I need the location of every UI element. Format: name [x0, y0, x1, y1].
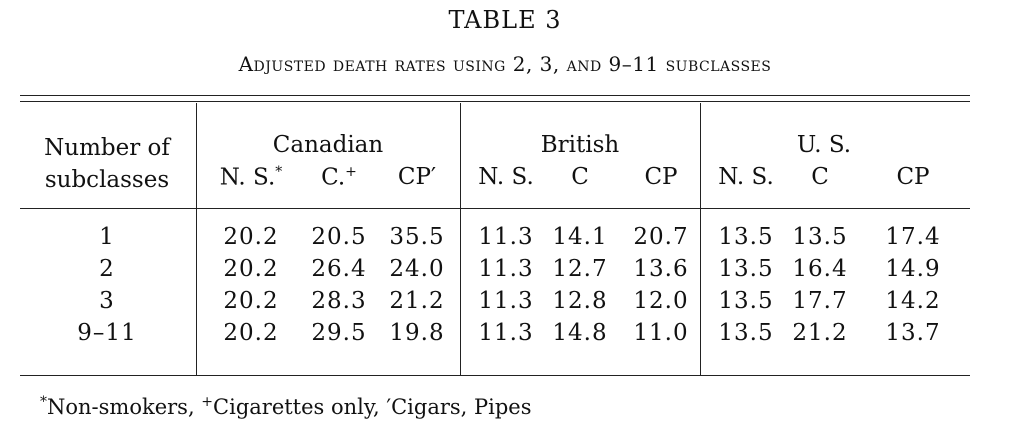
table-cell: 20.2: [223, 224, 279, 250]
group-header-us: U. S.: [796, 132, 852, 158]
table-cell: 14.8: [552, 320, 608, 346]
column-header: CP′: [382, 164, 452, 190]
table-cell: 17.4: [885, 224, 941, 250]
column-header: N. S.: [706, 164, 786, 190]
table-caption: Adjusted death rates using 2, 3, and 9–1…: [238, 52, 772, 76]
table-cell: 14.2: [885, 288, 941, 314]
table-cell: 17.7: [792, 288, 848, 314]
table-cell: 20.5: [311, 224, 367, 250]
table-cell: 11.3: [478, 288, 534, 314]
column-header: C.+: [304, 164, 374, 191]
footnote-mark: ′: [386, 395, 392, 419]
table-cell: 20.7: [633, 224, 689, 250]
column-header: N. S.: [466, 164, 546, 190]
table-cell: 13.5: [718, 288, 774, 314]
column-header: C: [550, 164, 610, 190]
column-header-label: C: [571, 164, 589, 190]
table-cell: 21.2: [389, 288, 445, 314]
column-header-label: C.: [321, 164, 346, 191]
column-divider-stub: [196, 103, 197, 375]
footnote-mark: *: [40, 394, 47, 410]
table-cell: 14.1: [552, 224, 608, 250]
footnote-mark: +: [201, 394, 214, 410]
table-cell: 19.8: [389, 320, 445, 346]
table-cell: 24.0: [389, 256, 445, 282]
table-cell: 35.5: [389, 224, 445, 250]
column-header-mark: *: [275, 164, 283, 180]
table-cell: 20.2: [223, 288, 279, 314]
table-cell: 13.5: [718, 224, 774, 250]
top-rule-outer: [20, 95, 970, 96]
table-cell: 12.8: [552, 288, 608, 314]
table-cell: 13.5: [792, 224, 848, 250]
column-header-label: N. S.: [718, 164, 774, 190]
column-header-mark: ′: [430, 164, 437, 190]
column-header-label: N. S.: [219, 164, 276, 191]
table-footnote: *Non-smokers, +Cigarettes only, ′Cigars,…: [40, 394, 532, 419]
table-cell: 14.9: [885, 256, 941, 282]
table-cell: 11.3: [478, 320, 534, 346]
column-header-mark: +: [345, 164, 357, 180]
footnote-text: Cigarettes only,: [213, 395, 387, 419]
table-cell: 26.4: [311, 256, 367, 282]
table-cell: 12.0: [633, 288, 689, 314]
bottom-rule: [20, 375, 970, 376]
column-header-label: CP: [896, 164, 930, 190]
table-cell: 13.5: [718, 320, 774, 346]
row-subclasses: 1: [99, 224, 115, 250]
row-subclasses: 9–11: [77, 320, 137, 346]
column-header: CP: [626, 164, 696, 190]
column-header-label: CP: [397, 164, 431, 190]
footnote-text: Cigars, Pipes: [391, 395, 532, 419]
table-cell: 13.5: [718, 256, 774, 282]
column-header-label: CP: [644, 164, 678, 190]
footnote-text: Non-smokers,: [47, 395, 202, 419]
table-cell: 20.2: [223, 256, 279, 282]
group-header-canadian: Canadian: [272, 132, 384, 158]
table-cell: 13.6: [633, 256, 689, 282]
column-header-label: C: [811, 164, 829, 190]
header-rule: [20, 208, 970, 209]
table-cell: 28.3: [311, 288, 367, 314]
table-cell: 11.3: [478, 224, 534, 250]
column-header: CP: [878, 164, 948, 190]
group-header-british: British: [540, 132, 620, 158]
table-cell: 20.2: [223, 320, 279, 346]
table-cell: 21.2: [792, 320, 848, 346]
row-subclasses: 2: [99, 256, 115, 282]
row-subclasses: 3: [99, 288, 115, 314]
table-cell: 11.0: [633, 320, 689, 346]
stub-header-line1: Number of: [44, 135, 170, 161]
table-cell: 13.7: [885, 320, 941, 346]
top-rule-inner: [20, 101, 970, 102]
column-divider-canadian: [460, 103, 461, 375]
table-cell: 29.5: [311, 320, 367, 346]
stub-header-line2: subclasses: [44, 167, 170, 193]
table-cell: 11.3: [478, 256, 534, 282]
table-number: TABLE 3: [448, 6, 562, 34]
column-header-label: N. S.: [478, 164, 534, 190]
column-divider-british: [700, 103, 701, 375]
table-cell: 16.4: [792, 256, 848, 282]
table-cell: 12.7: [552, 256, 608, 282]
column-header: N. S.*: [206, 164, 296, 191]
stub-header: Number of subclasses: [22, 132, 192, 196]
column-header: C: [790, 164, 850, 190]
